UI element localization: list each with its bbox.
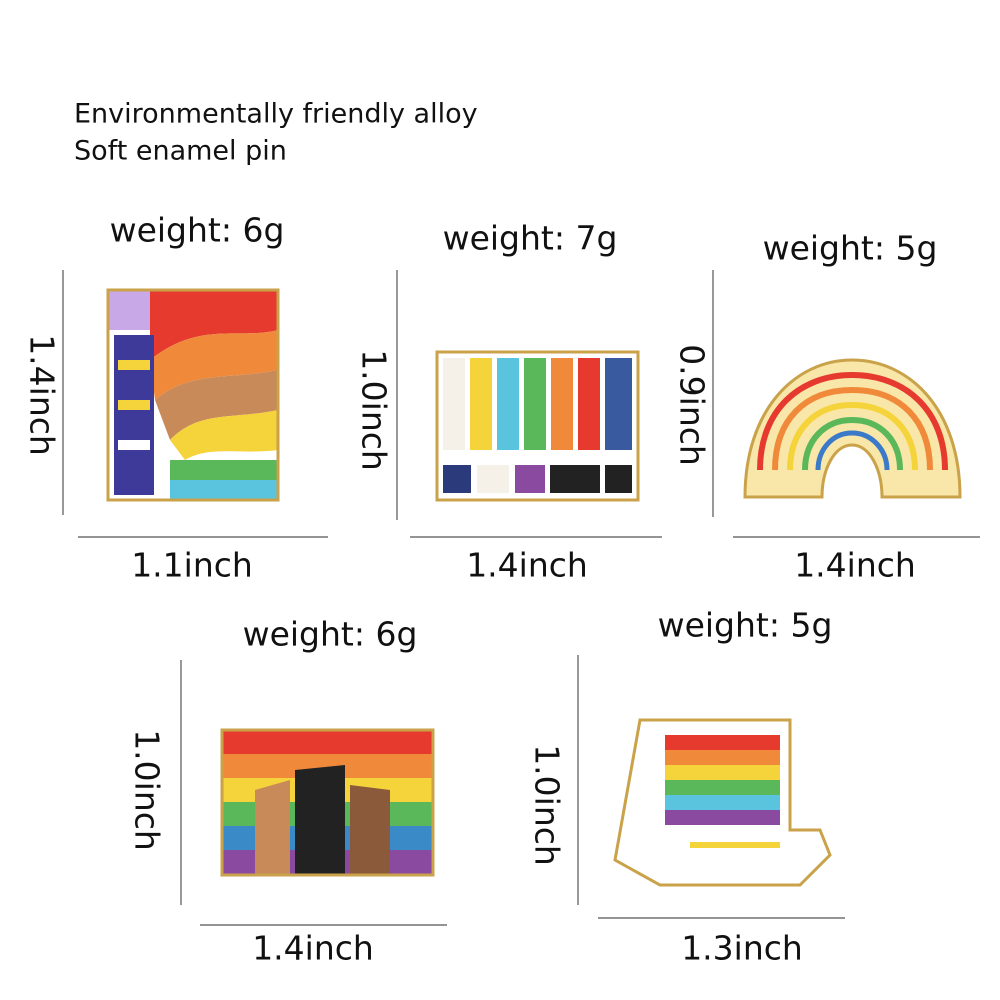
weight: weight: 7g	[443, 219, 618, 258]
pin-image	[106, 288, 280, 502]
height: 1.0inch	[355, 349, 394, 471]
pin-image	[743, 358, 962, 499]
pin-image	[220, 728, 435, 877]
weight: weight: 5g	[763, 229, 938, 268]
weight: weight: 6g	[110, 211, 285, 250]
pin-image	[435, 350, 640, 502]
pin-image	[613, 718, 832, 887]
height: 1.4inch	[23, 334, 62, 456]
height: 1.0inch	[128, 729, 167, 851]
width: 1.4inch	[466, 546, 588, 585]
width: 1.1inch	[131, 546, 253, 585]
weight: weight: 5g	[658, 606, 833, 645]
header-line: Environmentally friendly alloy	[74, 99, 478, 130]
width: 1.4inch	[252, 929, 374, 968]
height: 0.9inch	[673, 344, 712, 466]
height: 1.0inch	[528, 744, 567, 866]
width: 1.4inch	[794, 546, 916, 585]
width: 1.3inch	[681, 929, 803, 968]
header-line: Soft enamel pin	[74, 136, 287, 167]
weight: weight: 6g	[243, 615, 418, 654]
